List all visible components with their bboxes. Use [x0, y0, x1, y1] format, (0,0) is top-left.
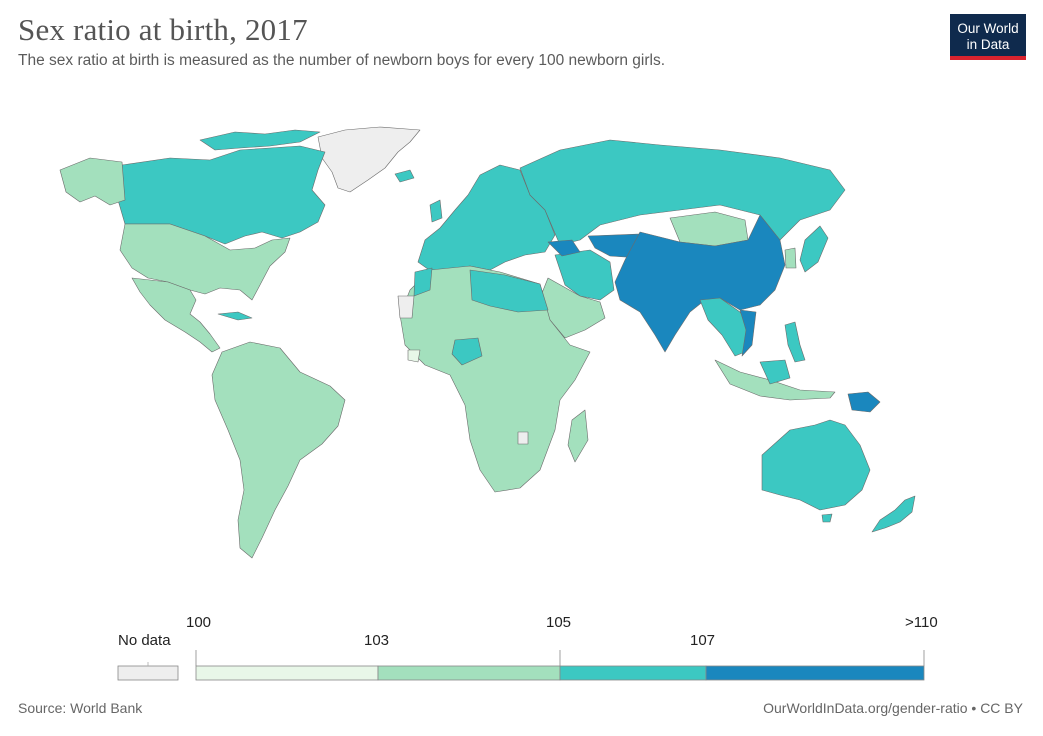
legend-swatch-105-107 [559, 665, 707, 681]
legend-swatch-103-105 [377, 665, 561, 681]
arctic-islands-region [199, 129, 321, 151]
vietnam-region [739, 309, 757, 357]
uk-region [429, 199, 443, 223]
chart-title: Sex ratio at birth, 2017 [18, 12, 308, 47]
australia-region [761, 419, 871, 511]
morocco-region [413, 267, 433, 297]
legend-tick-105: 105 [546, 614, 572, 631]
nigeria-region [451, 337, 483, 366]
tasmania-region [821, 513, 833, 523]
japan-region [799, 225, 829, 273]
legend-swatch-100-103 [195, 665, 379, 681]
chart-subtitle: The sex ratio at birth is measured as th… [18, 52, 666, 69]
africa-region [399, 265, 591, 493]
legend-tick-107: 107 [690, 632, 716, 649]
alaska-region [59, 157, 126, 206]
legend-bar [117, 650, 925, 681]
legend-tick-103: 103 [364, 632, 390, 649]
papua-new-guinea-region [847, 391, 881, 413]
mongolia-region [669, 211, 749, 247]
legend-swatch-107-110 [705, 665, 925, 681]
egypt-libya-region [469, 269, 549, 313]
western-sahara-region [397, 295, 415, 319]
iran-region [554, 249, 615, 301]
south-america-region [211, 341, 346, 559]
license-link[interactable]: OurWorldInData.org/gender-ratio • CC BY [763, 700, 1023, 716]
legend-tick-100: 100 [186, 614, 212, 631]
cuba-region [217, 311, 253, 321]
iceland-region [394, 169, 415, 183]
philippines-region [784, 321, 806, 363]
korea-region [784, 247, 797, 269]
indonesia-region [714, 359, 836, 401]
mexico-region [131, 277, 221, 353]
logo-line-2: in Data [966, 37, 1010, 52]
legend-no-data-label: No data [118, 632, 171, 649]
liberia-region [407, 349, 421, 363]
borneo-region [759, 359, 791, 385]
new-zealand-region [871, 495, 916, 533]
world-map[interactable] [0, 110, 1043, 580]
owid-logo[interactable]: Our World in Data [950, 14, 1026, 60]
united-states-region [119, 223, 291, 301]
logo-line-1: Our World [957, 21, 1019, 36]
greenland-region [317, 126, 421, 193]
madagascar-region [567, 409, 589, 463]
caucasus-region [547, 239, 581, 257]
legend-tick-max: >110 [905, 614, 938, 631]
source-note: Source: World Bank [18, 700, 143, 716]
eswatini-region [517, 431, 529, 445]
legend-swatch-no-data [117, 665, 179, 681]
